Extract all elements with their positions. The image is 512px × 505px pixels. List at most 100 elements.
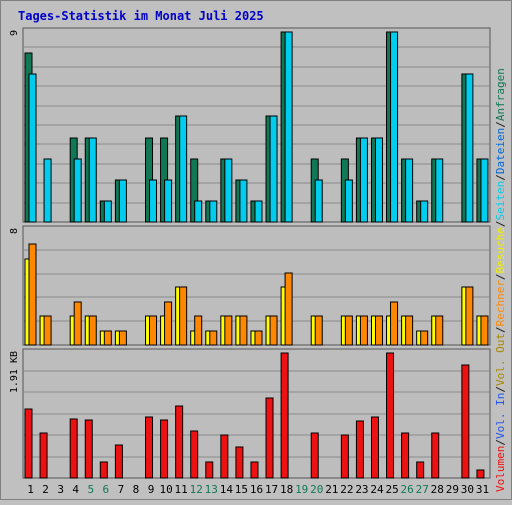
bar-middle-rechner-day-2 <box>43 315 52 346</box>
bar-middle-rechner-day-6 <box>103 330 112 346</box>
bar-middle-rechner-day-26 <box>405 315 414 346</box>
bar-middle-rechner-day-31 <box>480 315 489 346</box>
bar-bottom-volumen-day-9 <box>145 416 154 479</box>
bar-bottom-volumen-day-1 <box>24 408 33 479</box>
bar-bottom-volumen-day-25 <box>386 352 395 479</box>
bar-bottom-volumen-day-20 <box>310 432 319 479</box>
bar-top-dateien-day-2 <box>43 158 52 223</box>
bar-top-dateien-day-7 <box>118 179 127 223</box>
legend-item-dateien: Dateien <box>494 128 507 174</box>
panel-bottom-ytick-label: 1.91 KB <box>9 351 20 393</box>
x-tick-label-21: 21 <box>325 483 338 496</box>
bar-top-dateien-day-15 <box>239 179 248 223</box>
bar-middle-rechner-day-28 <box>435 315 444 346</box>
bar-middle-rechner-day-9 <box>149 315 158 346</box>
x-tick-label-4: 4 <box>72 483 79 496</box>
panel-bottom: 1.91 KB <box>9 348 491 479</box>
bar-middle-rechner-day-24 <box>374 315 383 346</box>
bar-middle-rechner-day-23 <box>359 315 368 346</box>
panels: 9 8 1.91 KB <box>9 27 491 479</box>
legend-item-seiten: Seiten <box>494 181 507 221</box>
x-tick-label-12: 12 <box>190 483 203 496</box>
bar-top-dateien-day-20 <box>314 179 323 223</box>
bar-bottom-volumen-day-18 <box>280 352 289 479</box>
bar-middle-rechner-day-14 <box>224 315 233 346</box>
bar-bottom-volumen-day-2 <box>39 432 48 479</box>
x-tick-label-20: 20 <box>310 483 323 496</box>
legend-item-volumen: Volumen <box>494 446 507 492</box>
x-tick-label-8: 8 <box>133 483 140 496</box>
bar-top-dateien-day-25 <box>390 31 399 223</box>
bar-top-dateien-day-24 <box>374 137 383 223</box>
bar-bottom-volumen-day-31 <box>476 469 485 479</box>
x-tick-label-17: 17 <box>265 483 278 496</box>
x-tick-label-25: 25 <box>385 483 398 496</box>
x-tick-label-3: 3 <box>57 483 64 496</box>
bar-middle-rechner-day-5 <box>88 315 97 346</box>
bar-top-dateien-day-14 <box>224 158 233 223</box>
x-tick-label-26: 26 <box>401 483 414 496</box>
x-tick-label-22: 22 <box>340 483 353 496</box>
bar-bottom-volumen-day-16 <box>250 461 259 479</box>
chart-title: Tages-Statistik im Monat Juli 2025 <box>18 9 264 23</box>
legend-item-vol-out: Vol. Out <box>494 333 507 386</box>
x-tick-label-23: 23 <box>355 483 368 496</box>
bar-top-dateien-day-16 <box>254 200 263 223</box>
bar-middle-rechner-day-1 <box>28 243 37 346</box>
bar-top-dateien-day-11 <box>179 115 188 223</box>
bar-bottom-volumen-day-13 <box>205 461 214 479</box>
bar-top-dateien-day-28 <box>435 158 444 223</box>
bar-bottom-volumen-day-7 <box>114 444 123 479</box>
bar-bottom-volumen-day-23 <box>355 420 364 479</box>
bar-top-dateien-day-12 <box>194 200 203 223</box>
bar-top-dateien-day-6 <box>103 200 112 223</box>
bar-bottom-volumen-day-6 <box>99 461 108 479</box>
bar-top-dateien-day-1 <box>28 73 37 223</box>
legend-separator: / <box>494 121 507 128</box>
x-tick-label-5: 5 <box>87 483 94 496</box>
x-tick-label-19: 19 <box>295 483 308 496</box>
bar-top-dateien-day-30 <box>465 73 474 223</box>
x-tick-label-2: 2 <box>42 483 49 496</box>
bar-bottom-volumen-day-17 <box>265 397 274 479</box>
bar-middle-rechner-day-30 <box>465 286 474 346</box>
bar-middle-rechner-day-22 <box>344 315 353 346</box>
bar-bottom-volumen-day-15 <box>235 446 244 479</box>
bar-bottom-volumen-day-30 <box>461 364 470 479</box>
panel-top-ytick-label: 9 <box>9 30 20 36</box>
bar-bottom-volumen-day-22 <box>340 434 349 479</box>
legend-separator: / <box>494 273 507 280</box>
bar-top-dateien-day-10 <box>164 179 173 223</box>
bar-top-dateien-day-13 <box>209 200 218 223</box>
bar-bottom-volumen-day-12 <box>190 430 199 479</box>
bar-middle-rechner-day-20 <box>314 315 323 346</box>
bar-middle-rechner-day-18 <box>284 272 293 346</box>
x-tick-label-31: 31 <box>476 483 489 496</box>
legend-separator: / <box>494 220 507 227</box>
bar-middle-rechner-day-16 <box>254 330 263 346</box>
x-tick-label-6: 6 <box>103 483 110 496</box>
bar-middle-rechner-day-27 <box>420 330 429 346</box>
legend-item-rechner: Rechner <box>494 280 507 327</box>
bar-bottom-volumen-day-28 <box>431 432 440 479</box>
panel-middle: 8 <box>9 225 491 346</box>
x-tick-label-16: 16 <box>250 483 263 496</box>
bar-top-dateien-day-18 <box>284 31 293 223</box>
bar-middle-rechner-day-11 <box>179 286 188 346</box>
bar-top-dateien-day-23 <box>359 137 368 223</box>
bar-bottom-volumen-day-11 <box>175 405 184 479</box>
bar-top-dateien-day-4 <box>73 158 82 223</box>
bar-top-dateien-day-31 <box>480 158 489 223</box>
legend-text: Volumen/Vol. In/Vol. Out/Rechner/Besuche… <box>494 68 507 492</box>
x-tick-label-7: 7 <box>118 483 125 496</box>
bar-middle-rechner-day-12 <box>194 315 203 346</box>
bar-middle-rechner-day-15 <box>239 315 248 346</box>
x-tick-label-24: 24 <box>370 483 384 496</box>
bar-top-dateien-day-27 <box>420 200 429 223</box>
panel-middle-ytick-label: 8 <box>9 228 20 234</box>
bar-top-dateien-day-9 <box>149 179 158 223</box>
x-tick-label-28: 28 <box>431 483 444 496</box>
bar-top-dateien-day-5 <box>88 137 97 223</box>
